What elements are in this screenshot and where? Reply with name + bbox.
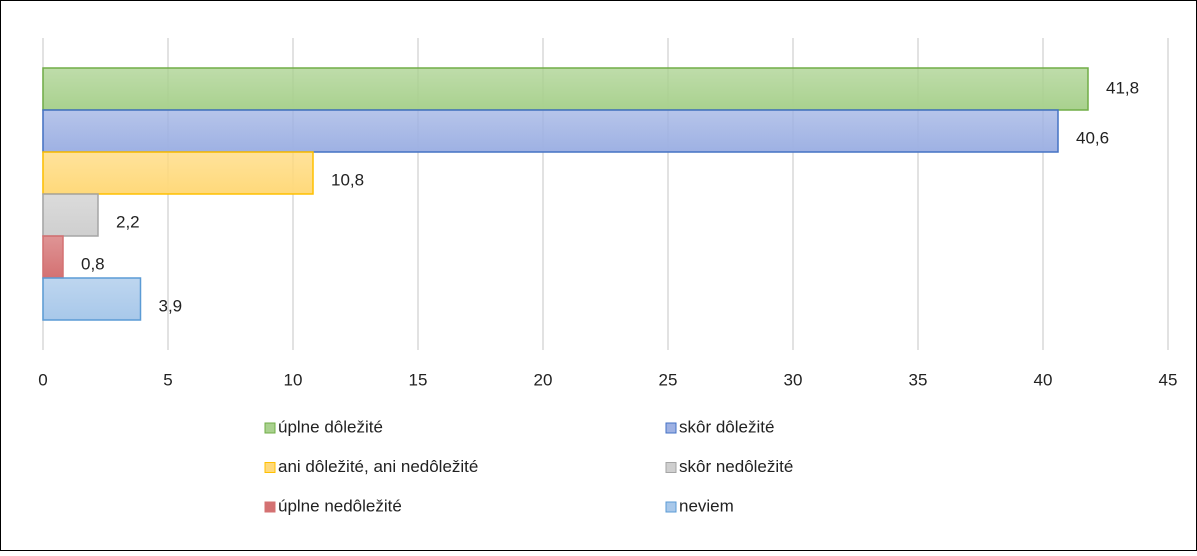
data-label: 40,6 bbox=[1076, 128, 1109, 147]
x-tick-label: 30 bbox=[784, 370, 803, 389]
legend-swatch bbox=[665, 501, 677, 513]
legend-swatch bbox=[665, 462, 677, 473]
data-label: 3,9 bbox=[159, 296, 183, 315]
bar bbox=[42, 109, 1059, 153]
x-tick-label: 45 bbox=[1159, 370, 1178, 389]
data-label: 10,8 bbox=[331, 170, 364, 189]
data-label: 0,8 bbox=[81, 254, 105, 273]
x-tick-label: 0 bbox=[38, 370, 47, 389]
x-tick-label: 25 bbox=[659, 370, 678, 389]
x-tick-label: 20 bbox=[534, 370, 553, 389]
x-tick-label: 35 bbox=[909, 370, 928, 389]
x-tick-label: 10 bbox=[284, 370, 303, 389]
x-tick-label: 15 bbox=[409, 370, 428, 389]
data-label: 2,2 bbox=[116, 212, 140, 231]
legend-swatch bbox=[665, 422, 677, 434]
legend-label: ani dôležité, ani nedôležité bbox=[278, 457, 478, 476]
x-tick-label: 5 bbox=[163, 370, 172, 389]
legend-label: úplne nedôležité bbox=[278, 496, 402, 515]
bar bbox=[42, 277, 142, 321]
legend-label: úplne dôležité bbox=[278, 417, 383, 436]
bar bbox=[42, 151, 314, 195]
bar bbox=[42, 235, 64, 279]
legend-label: neviem bbox=[679, 496, 734, 515]
legend-swatch bbox=[264, 422, 276, 434]
legend-label: skôr dôležité bbox=[679, 417, 774, 436]
legend-swatch bbox=[264, 462, 276, 473]
bar bbox=[42, 193, 99, 237]
bar bbox=[42, 67, 1089, 111]
legend-swatch bbox=[264, 501, 276, 513]
data-label: 41,8 bbox=[1106, 78, 1139, 97]
legend-label: skôr nedôležité bbox=[679, 457, 793, 476]
x-tick-label: 40 bbox=[1034, 370, 1053, 389]
